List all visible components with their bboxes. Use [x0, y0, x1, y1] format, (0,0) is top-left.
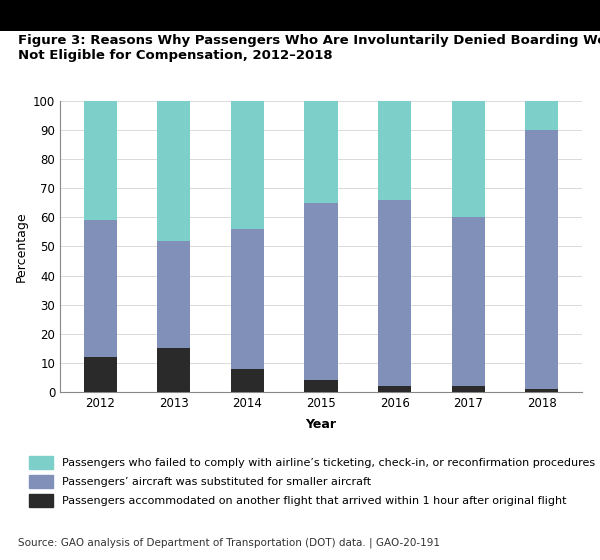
Bar — [378, 386, 411, 392]
Bar — [525, 101, 558, 130]
Text: Source: GAO analysis of Department of Transportation (DOT) data. | GAO-20-191: Source: GAO analysis of Department of Tr… — [18, 537, 440, 548]
Legend: Passengers who failed to comply with airline’s ticketing, check-in, or reconfirm: Passengers who failed to comply with air… — [29, 456, 595, 506]
Bar — [452, 386, 485, 392]
Bar — [84, 220, 117, 357]
Bar — [304, 380, 338, 392]
X-axis label: Year: Year — [305, 418, 337, 431]
Bar — [84, 101, 117, 220]
Bar — [378, 200, 411, 386]
Bar — [304, 203, 338, 380]
Bar — [304, 101, 338, 203]
Bar — [157, 101, 190, 241]
Text: Figure 3: Reasons Why Passengers Who Are Involuntarily Denied Boarding Were
Not : Figure 3: Reasons Why Passengers Who Are… — [18, 34, 600, 62]
Y-axis label: Percentage: Percentage — [14, 211, 28, 282]
Bar — [378, 101, 411, 200]
Bar — [231, 101, 264, 229]
Bar — [231, 229, 264, 368]
Bar — [525, 130, 558, 389]
Bar — [525, 389, 558, 392]
Bar — [84, 357, 117, 392]
Bar — [452, 101, 485, 217]
Bar — [157, 348, 190, 392]
Bar — [231, 368, 264, 392]
Bar — [452, 217, 485, 386]
Bar — [157, 241, 190, 348]
